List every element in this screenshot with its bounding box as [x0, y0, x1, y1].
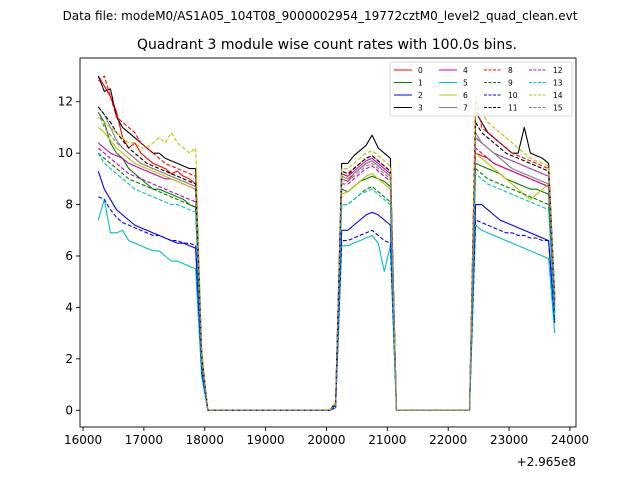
legend-label: 2	[418, 91, 423, 100]
y-tick-label: 10	[58, 146, 73, 160]
legend-label: 1	[418, 79, 423, 88]
legend-entry-0: 0	[394, 66, 423, 75]
series-layer	[97, 75, 556, 411]
axes-layer: 16000 17000 18000 19000 20000 21000 22000 23000…	[58, 57, 589, 447]
legend-entry-8: 8	[484, 66, 513, 75]
legend-entry-11: 11	[484, 104, 518, 113]
legend-entry-12: 12	[529, 66, 563, 75]
legend-label: 14	[553, 91, 563, 100]
legend-entry-15: 15	[529, 104, 563, 113]
legend-entry-13: 13	[529, 79, 563, 88]
legend-label: 5	[463, 79, 468, 88]
y-tick-label: 8	[65, 198, 73, 212]
legend-label: 3	[418, 104, 423, 113]
x-tick-label: 19000	[247, 433, 285, 447]
x-tick-label: 18000	[186, 433, 224, 447]
x-tick-label: 20000	[307, 433, 345, 447]
chart-title: Quadrant 3 module wise count rates with …	[137, 37, 517, 53]
legend-label: 12	[553, 66, 563, 75]
y-tick-label: 0	[65, 403, 73, 417]
y-tick-label: 4	[65, 300, 73, 314]
legend-entry-6: 6	[439, 91, 468, 100]
legend-label: 11	[508, 104, 518, 113]
x-tick-label: 22000	[429, 433, 467, 447]
series-line-11	[97, 106, 556, 411]
legend-entry-2: 2	[394, 91, 423, 100]
plot-area	[80, 58, 576, 427]
x-tick-label: 16000	[64, 433, 102, 447]
x-tick-label: 23000	[490, 433, 528, 447]
legend-entry-14: 14	[529, 91, 563, 100]
legend-entry-5: 5	[439, 79, 468, 88]
legend-label: 0	[418, 66, 423, 75]
legend-label: 8	[508, 66, 513, 75]
legend-frame	[389, 61, 573, 117]
legend-entry-10: 10	[484, 91, 518, 100]
x-tick-label: 24000	[551, 433, 589, 447]
legend-entry-3: 3	[394, 104, 423, 113]
legend-entry-4: 4	[439, 66, 468, 75]
series-line-15	[97, 111, 556, 411]
legend-label: 4	[463, 66, 468, 75]
legend-entry-7: 7	[439, 104, 468, 113]
legend-label: 15	[553, 104, 563, 113]
axes-frame	[79, 57, 577, 428]
legend-label: 10	[508, 91, 518, 100]
x-offset-label: +2.965e8	[517, 455, 576, 469]
legend-label: 6	[463, 91, 468, 100]
legend-label: 9	[508, 79, 513, 88]
figure-suptitle: Data file: modeM0/AS1A05_104T08_90000029…	[63, 9, 578, 23]
x-tick-label: 21000	[368, 433, 406, 447]
y-tick-label: 6	[65, 249, 73, 263]
legend-entry-9: 9	[484, 79, 513, 88]
y-tick-label: 2	[65, 352, 73, 366]
legend-label: 13	[553, 79, 563, 88]
legend-entry-1: 1	[394, 79, 423, 88]
y-tick-label: 12	[58, 95, 73, 109]
plot-background	[80, 58, 576, 427]
legend-label: 7	[463, 104, 468, 113]
x-tick-label: 17000	[125, 433, 163, 447]
